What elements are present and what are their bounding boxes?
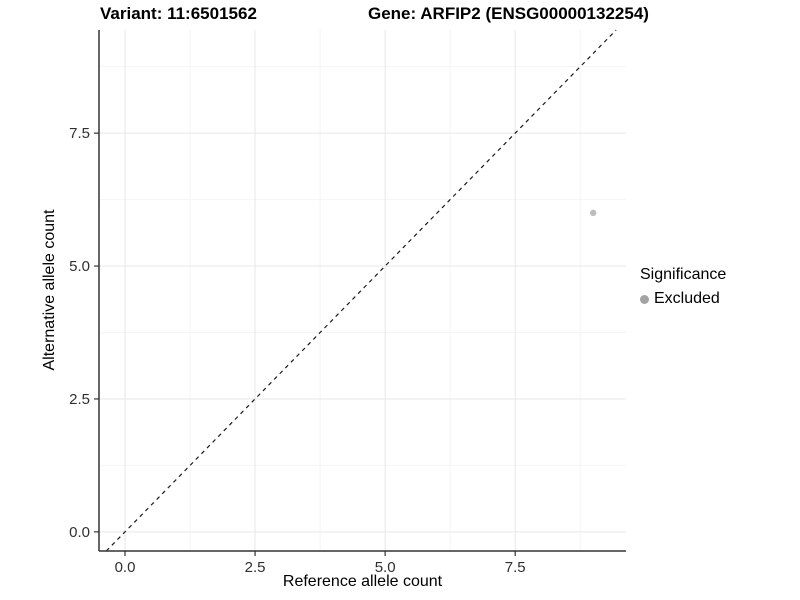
y-tick-label: 0.0 (69, 524, 90, 541)
y-tick-label: 5.0 (69, 258, 90, 275)
x-axis-title: Reference allele count (282, 573, 443, 590)
legend-title: Significance (640, 266, 727, 283)
legend: Significance Excluded (640, 265, 726, 308)
y-axis-title: Alternative allele count (41, 209, 58, 371)
x-tick-label: 2.5 (245, 559, 266, 576)
legend-item-label: Excluded (654, 290, 720, 307)
legend-point-icon (640, 294, 649, 304)
y-tick-label: 2.5 (69, 391, 90, 408)
plot-title-variant: Variant: 11:6501562 (100, 4, 257, 23)
y-tick-label: 7.5 (69, 125, 90, 142)
x-tick-label: 0.0 (115, 559, 136, 576)
identity-dashed-line (105, 29, 617, 552)
data-point (590, 209, 597, 217)
x-tick-label: 5.0 (375, 559, 396, 576)
legend-item-excluded: Excluded (640, 290, 726, 308)
x-tick-label: 7.5 (505, 559, 526, 576)
plot-title-gene: Gene: ARFIP2 (ENSG00000132254) (368, 4, 649, 23)
